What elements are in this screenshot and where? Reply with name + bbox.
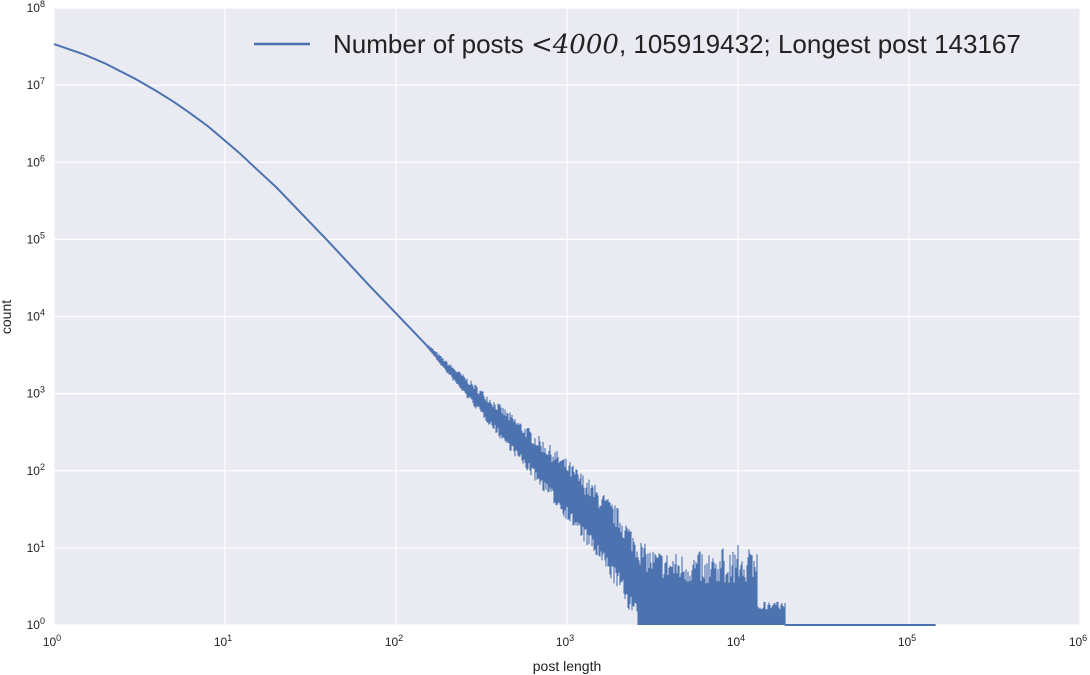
y-tick-label: 102 — [27, 462, 45, 478]
x-tick-base: 10 — [898, 635, 912, 649]
y-tick-base: 10 — [27, 541, 41, 555]
y-tick-label: 100 — [27, 616, 45, 632]
y-tick-label: 104 — [27, 308, 45, 324]
x-tick-label: 105 — [898, 633, 916, 649]
x-tick-base: 10 — [43, 635, 57, 649]
y-tick-exponent: 7 — [40, 76, 45, 86]
y-tick-exponent: 1 — [40, 539, 45, 549]
y-tick-base: 10 — [27, 310, 41, 324]
y-axis-label: count — [0, 300, 14, 334]
x-tick-base: 10 — [727, 635, 741, 649]
x-tick-exponent: 6 — [1082, 633, 1087, 643]
x-tick-label: 102 — [385, 633, 403, 649]
legend: Number of posts <4000, 105919432; Longes… — [254, 29, 1021, 60]
y-tick-label: 108 — [27, 0, 45, 15]
x-tick-label: 104 — [727, 633, 745, 649]
x-tick-label: 106 — [1069, 633, 1087, 649]
y-tick-base: 10 — [27, 232, 41, 246]
y-tick-exponent: 2 — [40, 462, 45, 472]
x-axis-label: post length — [533, 658, 602, 674]
x-tick-base: 10 — [556, 635, 570, 649]
y-tick-label: 106 — [27, 153, 45, 169]
x-tick-label: 100 — [43, 633, 61, 649]
x-tick-base: 10 — [385, 635, 399, 649]
y-tick-label: 101 — [27, 539, 45, 555]
y-tick-exponent: 8 — [40, 0, 45, 9]
series-line — [53, 43, 936, 626]
x-tick-labels: 100 101 102 103 104 105 106 — [43, 633, 1087, 649]
y-tick-base: 10 — [27, 464, 41, 478]
legend-label-suffix: , 105919432; Longest post 143167 — [619, 29, 1021, 59]
y-tick-exponent: 5 — [40, 230, 45, 240]
y-tick-exponent: 4 — [40, 308, 45, 318]
y-tick-base: 10 — [27, 618, 41, 632]
y-tick-label: 105 — [27, 230, 45, 246]
x-tick-label: 103 — [556, 633, 574, 649]
x-tick-exponent: 3 — [569, 633, 574, 643]
x-tick-base: 10 — [214, 635, 228, 649]
x-tick-exponent: 0 — [56, 633, 61, 643]
y-tick-label: 103 — [27, 385, 45, 401]
legend-label-prefix: Number of posts — [333, 29, 531, 59]
x-tick-exponent: 5 — [911, 633, 916, 643]
x-tick-base: 10 — [1069, 635, 1083, 649]
y-tick-exponent: 0 — [40, 616, 45, 626]
y-tick-base: 10 — [27, 1, 41, 15]
x-tick-exponent: 4 — [740, 633, 745, 643]
x-tick-exponent: 2 — [398, 633, 403, 643]
x-tick-label: 101 — [214, 633, 232, 649]
y-tick-exponent: 3 — [40, 385, 45, 395]
legend-label-math: <4000 — [531, 30, 619, 60]
y-tick-base: 10 — [27, 78, 41, 92]
legend-label: Number of posts <4000, 105919432; Longes… — [333, 29, 1021, 60]
y-tick-base: 10 — [27, 387, 41, 401]
y-tick-base: 10 — [27, 155, 41, 169]
x-tick-exponent: 1 — [227, 633, 232, 643]
y-tick-label: 107 — [27, 76, 45, 92]
y-tick-exponent: 6 — [40, 153, 45, 163]
